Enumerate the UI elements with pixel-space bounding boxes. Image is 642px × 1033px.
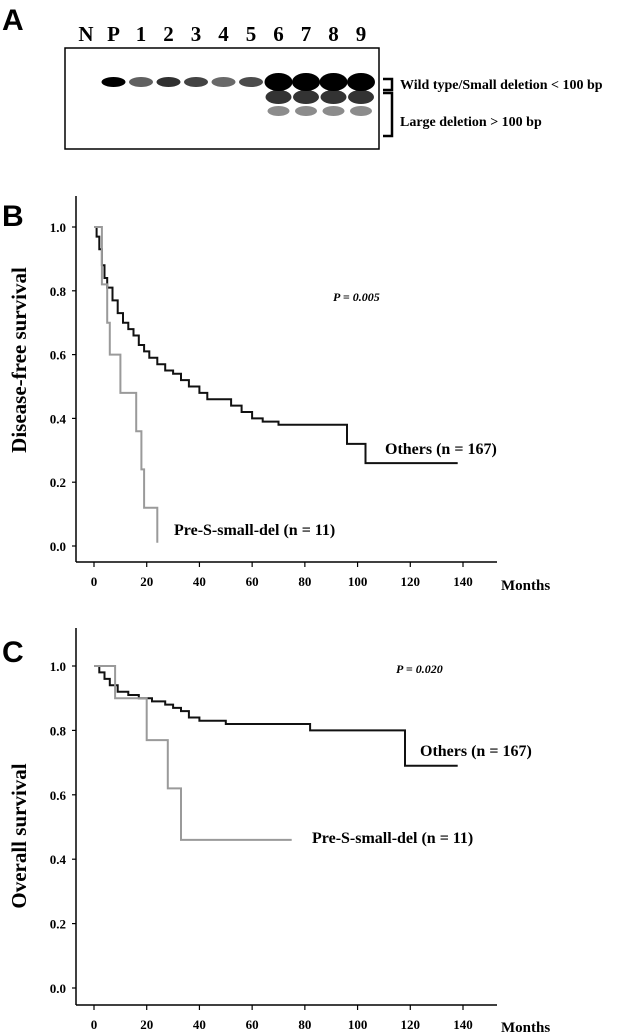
y-ticks: 0.0 0.2 0.4 0.6 0.8 1.0 <box>50 659 76 996</box>
x-tick-label: 140 <box>453 574 473 589</box>
survival-curves <box>94 665 458 841</box>
panel-label-b: B <box>2 200 24 233</box>
bracket-upper <box>383 77 394 92</box>
gel-band-large-deletion <box>293 90 319 104</box>
gel-lane-label: P <box>107 22 120 46</box>
y-tick-label: 0.0 <box>50 981 66 996</box>
gel-band-large-deletion <box>350 106 372 116</box>
gel-bands <box>101 73 375 116</box>
y-tick-label: 0.4 <box>50 852 67 867</box>
gel-band <box>129 77 153 87</box>
x-tick-label: 40 <box>193 1017 206 1032</box>
x-tick-label: 0 <box>91 574 98 589</box>
x-axis-title: Months <box>501 1020 550 1033</box>
gel-band <box>184 77 208 87</box>
y-tick-label: 0.2 <box>50 475 66 490</box>
y-axis-title: Overall survival <box>7 763 31 908</box>
gel-band-large-deletion <box>322 106 345 116</box>
x-tick-label: 0 <box>91 1017 98 1032</box>
gel-lane-label: N <box>78 22 93 46</box>
gel-lane-label: 8 <box>328 22 339 46</box>
x-tick-label: 120 <box>401 1017 421 1032</box>
x-tick-label: 60 <box>246 1017 259 1032</box>
x-axis-title: Months <box>501 578 550 594</box>
y-tick-label: 1.0 <box>50 659 66 674</box>
y-ticks: 0.0 0.2 0.4 0.6 0.8 1.0 <box>50 220 76 554</box>
km-curve-pre-s-small-del <box>94 226 159 543</box>
band-label-lower: Large deletion > 100 bp <box>400 115 542 130</box>
x-ticks: 0 20 40 60 80 100 120 140 <box>91 562 473 589</box>
gel-band <box>101 77 126 87</box>
gel-lane-label: 6 <box>273 22 284 46</box>
gel-band-large-deletion <box>348 90 374 104</box>
x-tick-label: 60 <box>246 574 259 589</box>
gel-lane-label: 1 <box>136 22 147 46</box>
series-label-pre-s-small-del: Pre-S-small-del (n = 11) <box>174 522 335 539</box>
panel-label-c: C <box>2 636 24 669</box>
p-value-annotation: P = 0.005 <box>333 290 380 304</box>
x-tick-label: 80 <box>298 1017 311 1032</box>
x-ticks: 0 20 40 60 80 100 120 140 <box>91 1005 473 1032</box>
x-tick-label: 40 <box>193 574 206 589</box>
gel-lane-label: 4 <box>218 22 229 46</box>
km-curve-others <box>94 226 458 465</box>
gel-lane-label: 3 <box>191 22 202 46</box>
y-tick-label: 0.6 <box>50 348 67 363</box>
series-label-pre-s-small-del: Pre-S-small-del (n = 11) <box>312 830 473 847</box>
y-tick-label: 1.0 <box>50 220 66 235</box>
km-curve-others <box>94 665 458 767</box>
gel-band-large-deletion <box>267 106 290 116</box>
gel-lane-label: 2 <box>163 22 174 46</box>
y-tick-label: 0.0 <box>50 539 66 554</box>
chart-disease-free-survival: 0.0 0.2 0.4 0.6 0.8 1.0 0 20 40 60 80 100 120 140 Di… <box>7 196 550 594</box>
band-label-upper: Wild type/Small deletion < 100 bp <box>400 78 603 93</box>
x-tick-label: 100 <box>348 574 368 589</box>
km-curve-pre-s-small-del <box>94 665 292 841</box>
y-tick-label: 0.2 <box>50 917 66 932</box>
gel-lane-label: 9 <box>356 22 367 46</box>
x-tick-label: 20 <box>140 574 153 589</box>
gel-band <box>347 73 375 91</box>
y-tick-label: 0.6 <box>50 788 67 803</box>
x-tick-label: 140 <box>453 1017 473 1032</box>
gel-band-large-deletion <box>265 90 292 104</box>
gel-lane-label: 5 <box>246 22 257 46</box>
x-tick-label: 20 <box>140 1017 153 1032</box>
gel-band-large-deletion <box>320 90 347 104</box>
y-axis-title: Disease-free survival <box>7 267 31 453</box>
y-tick-label: 0.8 <box>50 723 67 738</box>
gel-band <box>156 77 181 87</box>
y-tick-label: 0.8 <box>50 284 67 299</box>
series-label-others: Others (n = 167) <box>420 743 532 760</box>
p-value-annotation: P = 0.020 <box>396 662 443 676</box>
x-tick-label: 120 <box>401 574 421 589</box>
gel-band <box>319 73 348 91</box>
survival-curves <box>94 226 458 543</box>
gel-band <box>211 77 236 87</box>
series-label-others: Others (n = 167) <box>385 441 497 458</box>
gel-band <box>239 77 263 87</box>
gel-band <box>264 73 293 91</box>
chart-overall-survival: 0.0 0.2 0.4 0.6 0.8 1.0 0 20 40 60 80 100 120 140 Ov… <box>7 628 550 1033</box>
gel-band <box>292 73 320 91</box>
x-tick-label: 100 <box>348 1017 368 1032</box>
panel-label-a: A <box>2 4 24 37</box>
gel-lane-label: 7 <box>301 22 312 46</box>
bracket-lower <box>383 91 394 138</box>
x-tick-label: 80 <box>298 574 311 589</box>
y-tick-label: 0.4 <box>50 411 67 426</box>
gel-band-large-deletion <box>295 106 317 116</box>
